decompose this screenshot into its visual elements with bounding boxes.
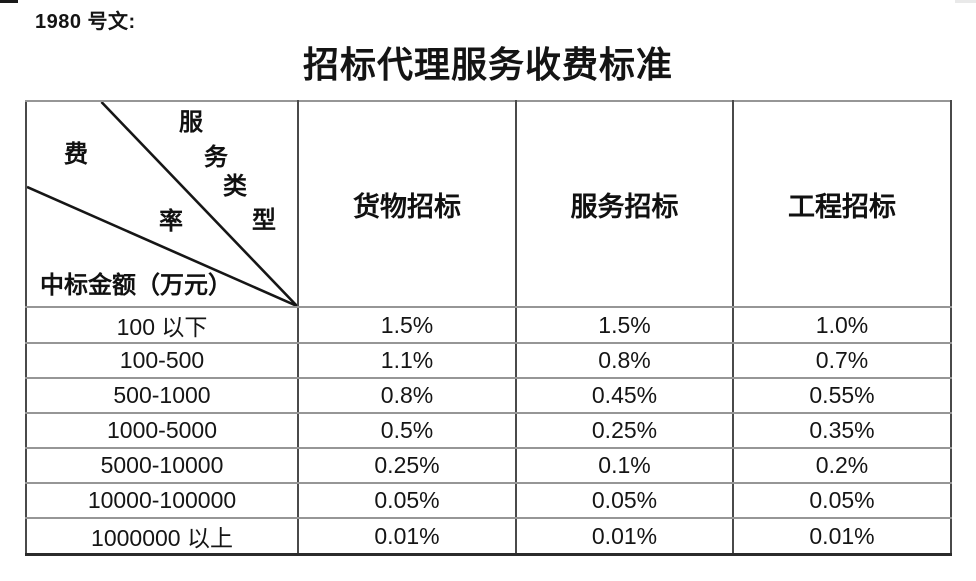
- column-header-goods: 货物招标: [297, 100, 517, 308]
- corner-amount-label: 中标金额（万元）: [40, 273, 232, 299]
- header-row: 服 务 类 型 费 率 中标金额（万元） 货物招标 服务招标 工程招标: [25, 100, 952, 308]
- row-label: 10000-100000: [25, 482, 299, 519]
- corner-service-type-char: 类: [223, 174, 247, 200]
- rate-cell: 0.8%: [515, 342, 734, 379]
- table-row: 500-1000 0.8% 0.45% 0.55%: [25, 377, 952, 414]
- table-row: 100 以下 1.5% 1.5% 1.0%: [25, 306, 952, 344]
- column-header-service: 服务招标: [515, 100, 734, 308]
- rate-cell: 0.2%: [732, 447, 952, 484]
- rate-cell: 1.1%: [297, 342, 517, 379]
- rate-cell: 0.7%: [732, 342, 952, 379]
- scan-artifact-top-right: [955, 0, 976, 3]
- row-label: 100 以下: [25, 306, 299, 344]
- rate-cell: 0.01%: [515, 517, 734, 556]
- row-label: 5000-10000: [25, 447, 299, 484]
- corner-service-type-char: 服: [179, 110, 203, 136]
- corner-fee-rate-char: 费: [64, 142, 88, 168]
- rate-cell: 0.55%: [732, 377, 952, 414]
- corner-fee-rate-char: 率: [159, 209, 183, 235]
- rate-cell: 0.8%: [297, 377, 517, 414]
- diagonal-lines: [27, 102, 297, 306]
- rate-cell: 0.25%: [297, 447, 517, 484]
- rate-cell: 1.0%: [732, 306, 952, 344]
- table-row: 5000-10000 0.25% 0.1% 0.2%: [25, 447, 952, 484]
- table-row: 1000000 以上 0.01% 0.01% 0.01%: [25, 517, 952, 556]
- rate-cell: 0.1%: [515, 447, 734, 484]
- rate-cell: 0.25%: [515, 412, 734, 449]
- page-title: 招标代理服务收费标准: [302, 45, 673, 85]
- rate-cell: 0.5%: [297, 412, 517, 449]
- rate-cell: 0.01%: [297, 517, 517, 556]
- row-label: 100-500: [25, 342, 299, 379]
- corner-service-type-char: 务: [204, 145, 228, 171]
- diagonal-header-cell: 服 务 类 型 费 率 中标金额（万元）: [25, 100, 299, 308]
- row-label: 500-1000: [25, 377, 299, 414]
- rate-cell: 0.01%: [732, 517, 952, 556]
- column-header-works: 工程招标: [732, 100, 952, 308]
- rate-cell: 0.05%: [297, 482, 517, 519]
- rate-cell: 0.45%: [515, 377, 734, 414]
- rate-cell: 0.05%: [732, 482, 952, 519]
- rate-cell: 0.05%: [515, 482, 734, 519]
- rate-cell: 1.5%: [515, 306, 734, 344]
- table-row: 10000-100000 0.05% 0.05% 0.05%: [25, 482, 952, 519]
- doc-number: 1980 号文:: [35, 11, 136, 33]
- scan-artifact-top-left: [0, 0, 18, 3]
- rate-cell: 1.5%: [297, 306, 517, 344]
- table-row: 100-500 1.1% 0.8% 0.7%: [25, 342, 952, 379]
- row-label: 1000-5000: [25, 412, 299, 449]
- corner-service-type-char: 型: [252, 208, 276, 234]
- rate-cell: 0.35%: [732, 412, 952, 449]
- table-row: 1000-5000 0.5% 0.25% 0.35%: [25, 412, 952, 449]
- fee-table: 服 务 类 型 费 率 中标金额（万元） 货物招标 服务招标 工程招标 100 …: [25, 100, 952, 556]
- row-label: 1000000 以上: [25, 517, 299, 556]
